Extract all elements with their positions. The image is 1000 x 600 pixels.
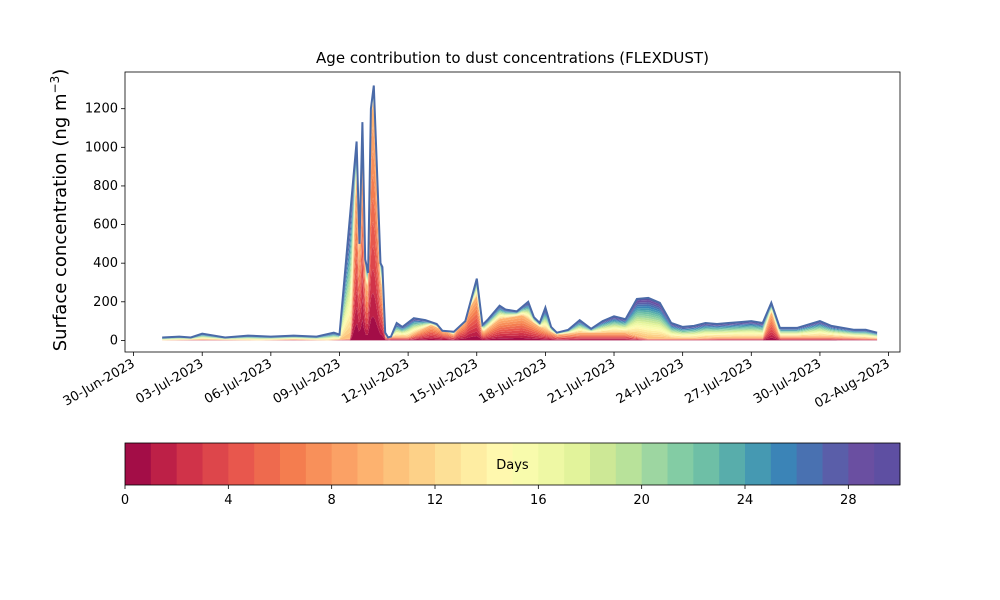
y-tick-label: 800	[93, 179, 118, 194]
colorbar-tick-label: 8	[328, 493, 336, 508]
y-axis-label-close: )	[50, 69, 71, 76]
y-tick-label: 200	[93, 295, 118, 310]
colorbar-segment-1	[150, 443, 178, 485]
total-concentration-line	[162, 85, 878, 339]
colorbar-segment-27	[822, 443, 849, 485]
y-axis-label: Surface concentration (ng m−3)	[48, 69, 71, 352]
y-tick-label: 0	[110, 333, 118, 348]
colorbar-segment-0	[125, 443, 152, 485]
y-tick-label: 600	[93, 218, 118, 233]
age-band-21	[162, 95, 878, 339]
x-tick-label: 30-Jun-2023	[61, 356, 138, 409]
colorbar-segment-25	[770, 443, 798, 485]
colorbar-tick-label: 12	[427, 493, 444, 508]
colorbar-segment-22	[693, 443, 720, 485]
y-axis-label-superscript: −3	[48, 76, 62, 94]
age-band-18	[162, 97, 878, 340]
age-band-20	[162, 96, 878, 339]
colorbar-segment-28	[848, 443, 875, 485]
total-line-layer	[162, 85, 878, 339]
colorbar-segment-21	[667, 443, 694, 485]
age-band-17	[162, 98, 878, 340]
colorbar-segment-9	[357, 443, 384, 485]
colorbar-segment-14	[486, 443, 513, 485]
x-tick-label: 03-Jul-2023	[133, 356, 206, 407]
age-band-24	[162, 94, 878, 339]
x-tick-label: 12-Jul-2023	[339, 356, 412, 407]
colorbar-segment-18	[590, 443, 617, 485]
x-tick-label: 24-Jul-2023	[614, 356, 687, 407]
colorbar-tick-label: 28	[840, 493, 857, 508]
age-band-22	[162, 95, 878, 339]
colorbar-segment-19	[615, 443, 643, 485]
age-band-27	[162, 92, 878, 339]
colorbar-label: Days	[496, 458, 529, 473]
colorbar-segment-5	[254, 443, 281, 485]
colorbar-segment-3	[202, 443, 229, 485]
age-band-16	[162, 98, 878, 340]
x-tick-label: 06-Jul-2023	[202, 356, 275, 407]
plot-frame	[124, 71, 901, 353]
colorbar-tick-label: 24	[737, 493, 754, 508]
colorbar-frame	[124, 442, 901, 486]
colorbar-segment-11	[409, 443, 436, 485]
colorbar	[125, 443, 901, 485]
age-band-29	[162, 91, 878, 338]
x-tick-label: 09-Jul-2023	[271, 356, 344, 407]
x-tick-label: 21-Jul-2023	[545, 356, 618, 407]
colorbar-segment-8	[331, 443, 358, 485]
colorbar-segment-17	[564, 443, 591, 485]
age-band-15	[162, 99, 878, 340]
y-tick-label: 1000	[85, 140, 118, 155]
colorbar-tick-label: 0	[121, 493, 129, 508]
y-axis-label-main: Surface concentration (ng m	[50, 93, 71, 351]
x-tick-label: 27-Jul-2023	[682, 356, 755, 407]
colorbar-segment-23	[719, 443, 746, 485]
y-tick-label: 400	[93, 256, 118, 271]
x-tick-label: 15-Jul-2023	[408, 356, 481, 407]
chart-title: Age contribution to dust concentrations …	[316, 49, 709, 67]
x-tick-label: 18-Jul-2023	[477, 356, 550, 407]
age-band-25	[162, 93, 878, 339]
colorbar-segment-4	[228, 443, 255, 485]
age-band-26	[162, 93, 878, 339]
age-band-23	[162, 94, 878, 339]
colorbar-tick-label: 4	[224, 493, 232, 508]
area-layer	[162, 91, 878, 341]
age-band-28	[162, 91, 878, 338]
age-band-19	[162, 96, 878, 340]
colorbar-segment-15	[512, 443, 539, 485]
colorbar-tick-label: 16	[530, 493, 547, 508]
colorbar-segment-24	[745, 443, 772, 485]
colorbar-segment-2	[176, 443, 203, 485]
x-axis: 30-Jun-202303-Jul-202306-Jul-202309-Jul-…	[61, 352, 893, 412]
colorbar-segment-10	[383, 443, 410, 485]
colorbar-tick-label: 20	[633, 493, 650, 508]
y-axis: 0 200 400 600 800 1000 1200	[85, 102, 125, 348]
x-tick-label: 02-Aug-2023	[812, 356, 892, 411]
colorbar-segment-7	[305, 443, 333, 485]
colorbar-segment-13	[460, 443, 488, 485]
colorbar-segment-29	[874, 443, 901, 485]
colorbar-segment-12	[435, 443, 462, 485]
colorbar-segment-16	[538, 443, 565, 485]
colorbar-ticks: 0 4 8 12 16 20 24 28	[121, 485, 857, 508]
y-tick-label: 1200	[85, 102, 118, 117]
colorbar-segment-20	[641, 443, 668, 485]
colorbar-segment-26	[796, 443, 823, 485]
colorbar-segment-6	[280, 443, 307, 485]
